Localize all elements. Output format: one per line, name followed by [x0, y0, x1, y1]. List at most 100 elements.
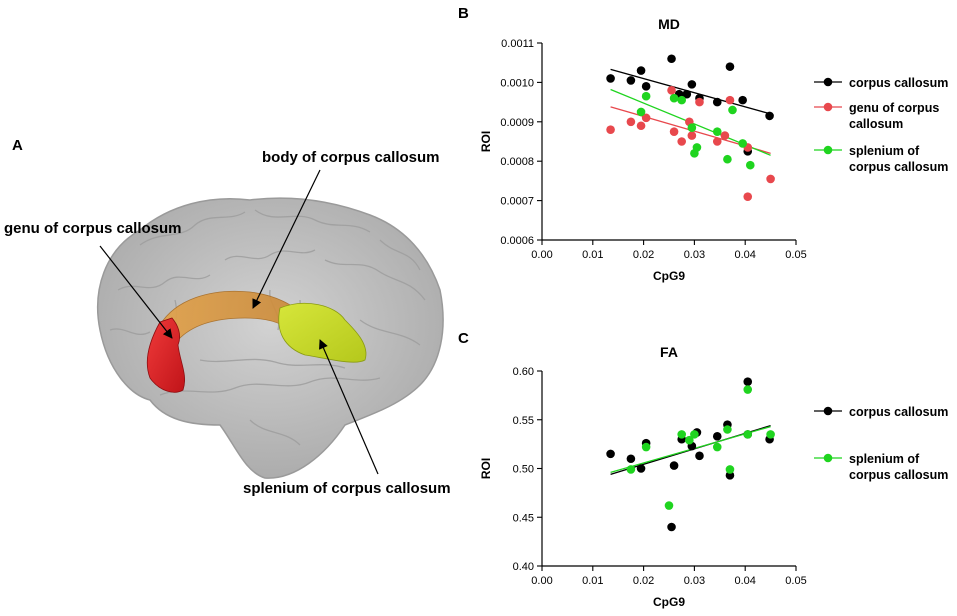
fa-data-point-1 — [766, 430, 775, 439]
md-data-point-0 — [725, 62, 735, 71]
panel-letter-b: B — [458, 5, 469, 22]
md-x-axis-label: CpG9 — [653, 269, 685, 283]
brain-outline — [97, 197, 444, 479]
md-fit-line-0 — [610, 68, 771, 115]
md-data-point-1 — [626, 117, 636, 127]
fa-data-point-1 — [712, 442, 722, 452]
md-y-tick-label: 0.0009 — [500, 117, 534, 129]
md-data-point-1 — [606, 125, 615, 134]
fa-x-tick-label: 0.03 — [684, 575, 705, 587]
fa-x-axis-label: CpG9 — [653, 595, 685, 609]
md-data-point-0 — [687, 80, 697, 89]
md-data-point-0 — [606, 74, 615, 83]
md-legend-label-0: corpus callosum — [849, 76, 948, 90]
fa-y-tick-label: 0.55 — [513, 415, 534, 427]
md-legend-label-2: corpus callosum — [849, 160, 948, 174]
md-x-tick-label: 0.01 — [582, 249, 603, 261]
md-y-tick-label: 0.0006 — [500, 235, 534, 247]
fa-y-tick-label: 0.50 — [513, 464, 534, 476]
fa-x-tick-label: 0.04 — [734, 575, 755, 587]
md-data-point-2 — [723, 154, 732, 164]
md-data-point-1 — [677, 137, 686, 146]
fa-data-point-1 — [743, 385, 753, 394]
md-data-point-0 — [626, 76, 636, 85]
fa-x-tick-label: 0.00 — [531, 575, 552, 587]
md-data-point-1 — [720, 131, 730, 140]
md-legend-label-2: splenium of — [849, 144, 920, 158]
fa-legend-label-1: splenium of — [849, 452, 920, 466]
fa-data-point-1 — [725, 465, 735, 474]
label-body-of-corpus-callosum: body of corpus callosum — [262, 149, 440, 166]
md-legend-marker-1 — [823, 102, 833, 112]
md-y-tick-label: 0.0007 — [500, 196, 534, 208]
panel-letter-a: A — [12, 137, 23, 154]
md-x-tick-label: 0.04 — [734, 249, 755, 261]
fa-data-point-0 — [712, 432, 722, 441]
md-data-point-0 — [636, 66, 646, 75]
label-genu-of-corpus-callosum: genu of corpus callosum — [4, 220, 182, 237]
fa-x-tick-label: 0.05 — [785, 575, 806, 587]
md-data-point-2 — [677, 95, 686, 105]
md-data-point-1 — [712, 137, 722, 146]
fa-data-point-0 — [669, 461, 679, 470]
md-data-point-1 — [743, 192, 753, 201]
md-data-point-1 — [636, 121, 646, 131]
fa-y-tick-label: 0.45 — [513, 512, 534, 524]
fa-legend-marker-1 — [823, 453, 833, 463]
fa-chart-title: FA — [660, 344, 678, 360]
md-data-point-2 — [745, 160, 755, 170]
fa-data-point-0 — [695, 451, 704, 461]
fa-data-point-1 — [685, 435, 694, 445]
md-x-tick-label: 0.00 — [531, 249, 552, 261]
md-chart-title: MD — [658, 16, 680, 32]
md-data-point-1 — [695, 97, 704, 107]
md-data-point-2 — [728, 105, 737, 115]
md-data-point-1 — [667, 85, 676, 95]
md-data-point-0 — [765, 111, 774, 121]
panel-letter-c: C — [458, 330, 469, 347]
md-data-point-2 — [641, 91, 651, 101]
genu-of-corpus-callosum-region — [146, 317, 186, 393]
md-data-point-2 — [692, 143, 702, 152]
fa-y-tick-label: 0.60 — [513, 366, 534, 378]
md-data-point-1 — [669, 127, 679, 136]
md-data-point-2 — [738, 139, 747, 148]
md-data-point-0 — [667, 54, 676, 64]
arrow-splenium — [319, 339, 379, 475]
fa-legend-label-1: corpus callosum — [849, 468, 948, 482]
fa-x-tick-label: 0.02 — [633, 575, 654, 587]
md-y-tick-label: 0.0010 — [500, 77, 534, 89]
md-x-tick-label: 0.02 — [633, 249, 654, 261]
md-data-point-2 — [687, 123, 697, 133]
md-legend-marker-2 — [823, 145, 833, 155]
md-data-point-1 — [641, 113, 651, 123]
md-legend-label-1: callosum — [849, 117, 903, 131]
md-data-point-1 — [766, 174, 775, 184]
md-data-point-2 — [669, 93, 679, 103]
md-data-point-0 — [682, 89, 692, 99]
chart-md: MD 0.00 0.01 0.02 0.03 0.04 0.05 0.0006 0.0007 0.… — [479, 16, 948, 283]
md-legend-marker-0 — [823, 77, 833, 87]
fa-data-point-1 — [690, 430, 699, 439]
fa-data-point-1 — [743, 430, 753, 439]
fa-x-tick-label: 0.01 — [582, 575, 603, 587]
splenium-of-corpus-callosum-region — [278, 302, 367, 363]
fa-data-point-0 — [743, 377, 753, 387]
fa-data-point-1 — [626, 465, 636, 474]
md-data-point-1 — [687, 131, 697, 140]
arrow-body — [252, 169, 321, 309]
md-data-point-0 — [712, 97, 722, 107]
fa-data-point-1 — [723, 425, 732, 434]
fa-data-point-0 — [606, 449, 615, 459]
fa-data-point-1 — [664, 501, 674, 510]
brain-illustration — [97, 197, 444, 479]
md-y-axis-label: ROI — [479, 131, 493, 152]
fa-data-point-0 — [636, 464, 646, 473]
md-y-tick-label: 0.0011 — [501, 38, 534, 50]
md-data-point-0 — [641, 82, 651, 91]
label-splenium-of-corpus-callosum: splenium of corpus callosum — [243, 480, 451, 497]
arrow-genu — [99, 245, 173, 339]
fa-legend-label-0: corpus callosum — [849, 405, 948, 419]
md-x-tick-label: 0.05 — [785, 249, 806, 261]
